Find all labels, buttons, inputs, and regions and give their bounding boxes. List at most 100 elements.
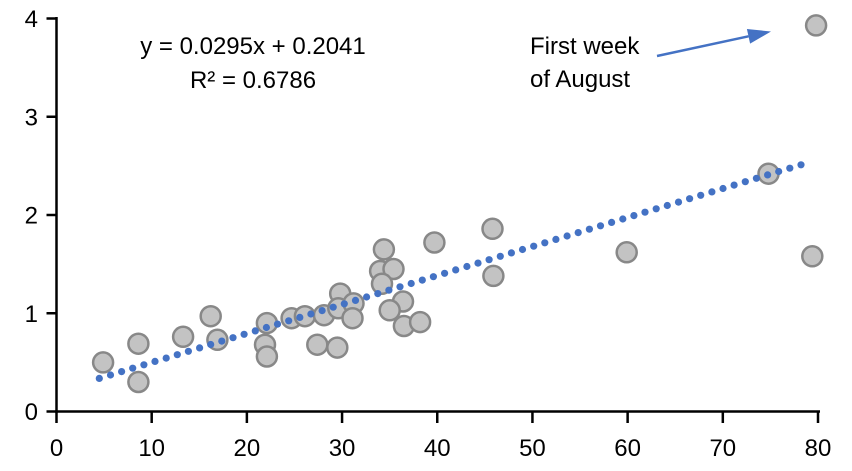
trendline-dot bbox=[307, 310, 315, 318]
trendline-dot bbox=[452, 266, 460, 274]
data-point bbox=[199, 304, 222, 328]
trendline-dot bbox=[652, 205, 660, 213]
data-point bbox=[306, 333, 329, 356]
trendline-dot bbox=[262, 323, 270, 332]
trendline-dot bbox=[162, 354, 170, 362]
trendline-dot bbox=[552, 235, 560, 243]
trendline-dot bbox=[585, 225, 594, 233]
trendline-dot bbox=[574, 229, 582, 237]
x-tick-label: 0 bbox=[50, 435, 63, 462]
x-tick-label: 50 bbox=[519, 435, 546, 462]
trendline-dot bbox=[686, 195, 694, 203]
annotation-line-2: of August bbox=[530, 66, 631, 93]
x-tick-label: 60 bbox=[614, 435, 641, 462]
trendline-dot bbox=[697, 191, 705, 199]
data-point bbox=[801, 245, 824, 268]
trendline-dot bbox=[730, 181, 738, 189]
trendline-dot bbox=[474, 259, 482, 267]
trendline-dot bbox=[530, 242, 538, 250]
data-point bbox=[423, 231, 446, 254]
trendline-dot bbox=[619, 215, 627, 223]
data-point bbox=[127, 332, 150, 355]
trendline-dot bbox=[786, 164, 794, 172]
trendline-dot bbox=[407, 279, 415, 288]
y-tick-label: 2 bbox=[25, 203, 38, 230]
trendline-dot bbox=[764, 171, 772, 179]
trendline-dot bbox=[218, 337, 226, 345]
trendline-dot bbox=[106, 371, 115, 379]
trendline-dot bbox=[396, 283, 404, 291]
trendline-dot bbox=[340, 300, 348, 308]
annotation-line-1: First week bbox=[530, 33, 640, 60]
data-point bbox=[372, 238, 396, 261]
trendline-dot bbox=[95, 374, 103, 382]
trendline-dot bbox=[485, 256, 493, 264]
trendline-dot bbox=[318, 307, 326, 315]
trendline-dot bbox=[418, 276, 426, 284]
trendline-dot bbox=[441, 269, 449, 277]
data-point bbox=[171, 325, 195, 349]
x-tick-label: 80 bbox=[805, 435, 832, 462]
trendline-dot bbox=[741, 178, 749, 186]
trendline-dot bbox=[596, 222, 605, 230]
trendline-dot bbox=[229, 334, 237, 342]
trendline-dot bbox=[173, 351, 181, 359]
data-point bbox=[91, 351, 115, 374]
y-tick-label: 4 bbox=[25, 6, 38, 33]
annotation-first-week: First week of August bbox=[530, 30, 639, 96]
trendline-dot bbox=[541, 239, 549, 247]
data-point bbox=[481, 217, 504, 241]
trendline-dot bbox=[118, 368, 126, 376]
trendline-dot bbox=[251, 327, 259, 335]
data-point bbox=[378, 299, 401, 322]
y-tick-label: 3 bbox=[25, 104, 38, 131]
trendline-dot bbox=[507, 249, 515, 257]
trendline-dot bbox=[285, 317, 293, 325]
annotation-arrow-line bbox=[656, 35, 749, 58]
trendline-dot bbox=[429, 273, 437, 281]
trendline-dot bbox=[240, 330, 248, 338]
y-tick-label: 0 bbox=[25, 399, 38, 426]
trendline-dot bbox=[463, 262, 471, 271]
trendline-dot bbox=[351, 296, 360, 304]
trendline-dot bbox=[518, 245, 527, 254]
trendline-dot bbox=[140, 361, 148, 369]
x-tick-label: 40 bbox=[424, 435, 451, 462]
data-point bbox=[408, 310, 432, 334]
trendline-dot bbox=[385, 286, 393, 294]
trendline-dot bbox=[273, 320, 282, 328]
trendline-dot bbox=[374, 290, 382, 298]
trendline-dot bbox=[151, 357, 159, 365]
trendline-equation-text: y = 0.0295x + 0.2041 bbox=[140, 33, 366, 60]
trendline-dot bbox=[641, 208, 649, 216]
data-point bbox=[382, 257, 405, 281]
data-point bbox=[804, 14, 828, 37]
x-tick-label: 20 bbox=[234, 435, 261, 462]
trendline-dot bbox=[775, 167, 783, 176]
x-tick-label: 70 bbox=[709, 435, 736, 462]
trendline-dot bbox=[196, 344, 204, 352]
trendline-dot bbox=[363, 293, 371, 301]
data-point bbox=[615, 241, 638, 264]
x-tick-label: 30 bbox=[329, 435, 356, 462]
trendline-dot bbox=[608, 218, 616, 226]
trendline-dot bbox=[496, 252, 504, 260]
trendline-dot bbox=[296, 313, 304, 321]
r-squared-text: R² = 0.6786 bbox=[189, 67, 317, 94]
trendline-dot bbox=[329, 303, 337, 311]
trendline-dot bbox=[630, 212, 638, 220]
x-tick-label: 10 bbox=[138, 435, 165, 462]
data-point bbox=[326, 336, 349, 359]
trendline-dot bbox=[184, 347, 192, 355]
trendline-dot bbox=[797, 161, 805, 169]
trendline-dot bbox=[663, 201, 671, 210]
data-point bbox=[127, 370, 150, 394]
trendline-dot bbox=[674, 198, 683, 206]
data-point bbox=[255, 345, 279, 368]
trendline-dot bbox=[563, 232, 571, 240]
trendline-dot bbox=[129, 364, 137, 372]
data-point bbox=[341, 306, 364, 330]
trendline-dot bbox=[719, 184, 727, 193]
